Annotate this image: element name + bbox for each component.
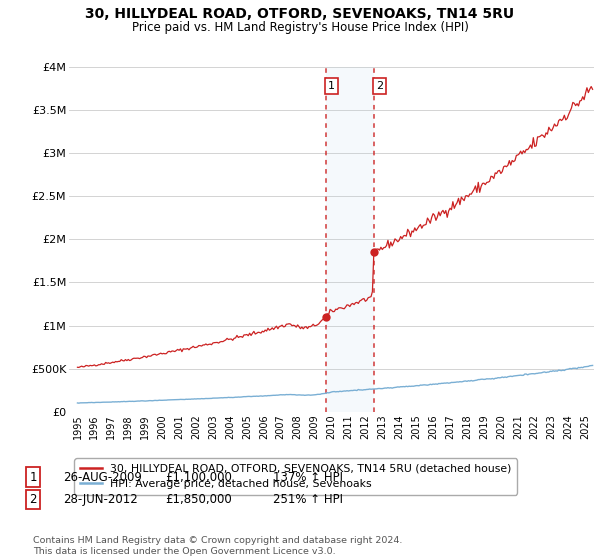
Text: Price paid vs. HM Land Registry's House Price Index (HPI): Price paid vs. HM Land Registry's House … (131, 21, 469, 34)
Text: 137% ↑ HPI: 137% ↑ HPI (273, 470, 343, 484)
Text: 1: 1 (328, 81, 335, 91)
Text: £1,100,000: £1,100,000 (165, 470, 232, 484)
Text: 26-AUG-2009: 26-AUG-2009 (63, 470, 142, 484)
Text: 30, HILLYDEAL ROAD, OTFORD, SEVENOAKS, TN14 5RU: 30, HILLYDEAL ROAD, OTFORD, SEVENOAKS, T… (85, 7, 515, 21)
Text: 2: 2 (376, 81, 383, 91)
Text: 2: 2 (29, 493, 37, 506)
Text: 28-JUN-2012: 28-JUN-2012 (63, 493, 138, 506)
Text: £1,850,000: £1,850,000 (165, 493, 232, 506)
Legend: 30, HILLYDEAL ROAD, OTFORD, SEVENOAKS, TN14 5RU (detached house), HPI: Average p: 30, HILLYDEAL ROAD, OTFORD, SEVENOAKS, T… (74, 458, 517, 494)
Text: 1: 1 (29, 470, 37, 484)
Bar (326, 67, 374, 412)
Text: Contains HM Land Registry data © Crown copyright and database right 2024.
This d: Contains HM Land Registry data © Crown c… (33, 536, 403, 556)
Text: 251% ↑ HPI: 251% ↑ HPI (273, 493, 343, 506)
